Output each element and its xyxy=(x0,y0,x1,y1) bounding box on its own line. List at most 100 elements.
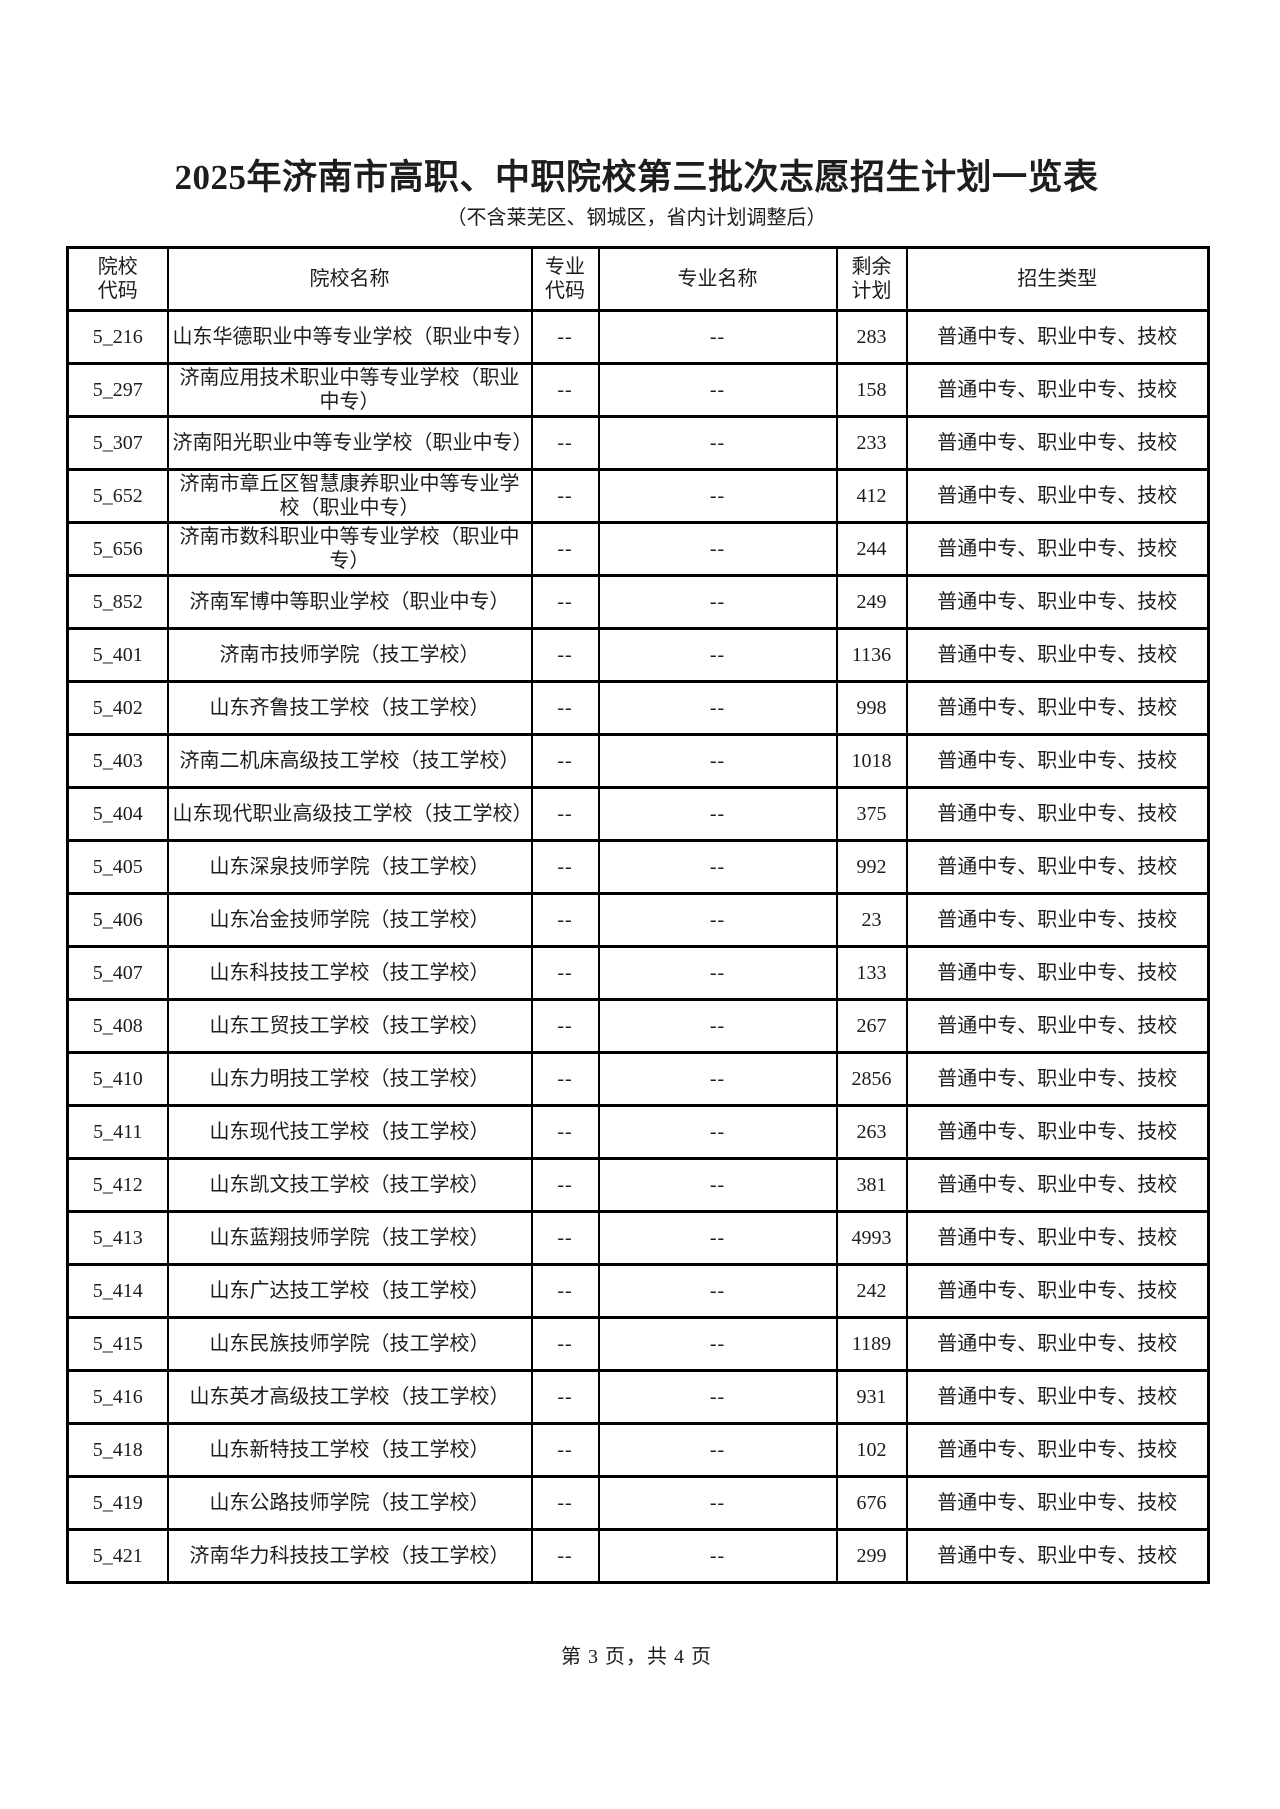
major-name-cell: -- xyxy=(597,733,838,790)
enrollment-type-cell: 普通中专、职业中专、技校 xyxy=(905,1210,1210,1267)
table-row: 5_407 山东科技技工学校（技工学校） -- -- 133 普通中专、职业中专… xyxy=(66,945,1210,1002)
remaining-plan-cell: 998 xyxy=(835,680,908,737)
major-name-cell: -- xyxy=(597,1051,838,1108)
school-code-cell: 5_410 xyxy=(66,1051,169,1108)
major-name-cell: -- xyxy=(597,680,838,737)
major-name-cell: -- xyxy=(597,309,838,366)
school-code-cell: 5_652 xyxy=(66,468,169,525)
school-name-cell: 济南市技师学院（技工学校） xyxy=(166,627,533,684)
table-row: 5_413 山东蓝翔技师学院（技工学校） -- -- 4993 普通中专、职业中… xyxy=(66,1210,1210,1267)
major-code-cell: -- xyxy=(530,839,600,896)
school-code-cell: 5_408 xyxy=(66,998,169,1055)
enrollment-type-cell: 普通中专、职业中专、技校 xyxy=(905,1369,1210,1426)
table-row: 5_406 山东冶金技师学院（技工学校） -- -- 23 普通中专、职业中专、… xyxy=(66,892,1210,949)
school-name-cell: 山东公路技师学院（技工学校） xyxy=(166,1475,533,1532)
remaining-plan-cell: 299 xyxy=(835,1528,908,1585)
header-row: 院校 代码 院校名称 专业 代码 专业名称 剩余 计划 招生类型 xyxy=(66,246,1210,313)
enrollment-type-cell: 普通中专、职业中专、技校 xyxy=(905,892,1210,949)
school-name-cell: 济南市数科职业中等专业学校（职业中专） xyxy=(166,521,533,578)
major-code-cell: -- xyxy=(530,733,600,790)
enrollment-type-cell: 普通中专、职业中专、技校 xyxy=(905,1104,1210,1161)
remaining-plan-cell: 158 xyxy=(835,362,908,419)
major-code-cell: -- xyxy=(530,786,600,843)
school-code-cell: 5_402 xyxy=(66,680,169,737)
school-code-cell: 5_401 xyxy=(66,627,169,684)
major-name-cell: -- xyxy=(597,1104,838,1161)
enrollment-type-cell: 普通中专、职业中专、技校 xyxy=(905,574,1210,631)
enrollment-type-cell: 普通中专、职业中专、技校 xyxy=(905,680,1210,737)
school-code-cell: 5_414 xyxy=(66,1263,169,1320)
header-remaining-plan: 剩余 计划 xyxy=(835,246,908,313)
remaining-plan-cell: 676 xyxy=(835,1475,908,1532)
major-name-cell: -- xyxy=(597,786,838,843)
table-row: 5_656 济南市数科职业中等专业学校（职业中专） -- -- 244 普通中专… xyxy=(66,521,1210,578)
remaining-plan-cell: 992 xyxy=(835,839,908,896)
table-body: 5_216 山东华德职业中等专业学校（职业中专） -- -- 283 普通中专、… xyxy=(66,309,1210,1585)
header-major-name: 专业名称 xyxy=(597,246,838,313)
remaining-plan-cell: 233 xyxy=(835,415,908,472)
school-code-cell: 5_405 xyxy=(66,839,169,896)
school-code-cell: 5_407 xyxy=(66,945,169,1002)
enrollment-type-cell: 普通中专、职业中专、技校 xyxy=(905,1051,1210,1108)
enrollment-type-cell: 普通中专、职业中专、技校 xyxy=(905,945,1210,1002)
enrollment-type-cell: 普通中专、职业中专、技校 xyxy=(905,415,1210,472)
school-name-cell: 济南军博中等职业学校（职业中专） xyxy=(166,574,533,631)
remaining-plan-cell: 242 xyxy=(835,1263,908,1320)
major-code-cell: -- xyxy=(530,309,600,366)
major-code-cell: -- xyxy=(530,945,600,1002)
school-name-cell: 山东科技技工学校（技工学校） xyxy=(166,945,533,1002)
school-name-cell: 山东现代技工学校（技工学校） xyxy=(166,1104,533,1161)
major-name-cell: -- xyxy=(597,574,838,631)
table-row: 5_419 山东公路技师学院（技工学校） -- -- 676 普通中专、职业中专… xyxy=(66,1475,1210,1532)
school-code-cell: 5_412 xyxy=(66,1157,169,1214)
table-row: 5_297 济南应用技术职业中等专业学校（职业中专） -- -- 158 普通中… xyxy=(66,362,1210,419)
school-code-cell: 5_656 xyxy=(66,521,169,578)
table-header: 院校 代码 院校名称 专业 代码 专业名称 剩余 计划 招生类型 xyxy=(66,246,1210,313)
major-code-cell: -- xyxy=(530,680,600,737)
table-row: 5_412 山东凯文技工学校（技工学校） -- -- 381 普通中专、职业中专… xyxy=(66,1157,1210,1214)
major-name-cell: -- xyxy=(597,1316,838,1373)
major-code-cell: -- xyxy=(530,1316,600,1373)
remaining-plan-cell: 931 xyxy=(835,1369,908,1426)
table-row: 5_408 山东工贸技工学校（技工学校） -- -- 267 普通中专、职业中专… xyxy=(66,998,1210,1055)
remaining-plan-cell: 1018 xyxy=(835,733,908,790)
page-title: 2025年济南市高职、中职院校第三批次志愿招生计划一览表 xyxy=(174,158,1099,197)
enrollment-type-cell: 普通中专、职业中专、技校 xyxy=(905,521,1210,578)
enrollment-type-cell: 普通中专、职业中专、技校 xyxy=(905,1422,1210,1479)
table-row: 5_415 山东民族技师学院（技工学校） -- -- 1189 普通中专、职业中… xyxy=(66,1316,1210,1373)
school-code-cell: 5_297 xyxy=(66,362,169,419)
school-name-cell: 山东深泉技师学院（技工学校） xyxy=(166,839,533,896)
major-code-cell: -- xyxy=(530,892,600,949)
major-code-cell: -- xyxy=(530,415,600,472)
major-code-cell: -- xyxy=(530,1210,600,1267)
major-code-cell: -- xyxy=(530,521,600,578)
major-name-cell: -- xyxy=(597,415,838,472)
remaining-plan-cell: 249 xyxy=(835,574,908,631)
enrollment-type-cell: 普通中专、职业中专、技校 xyxy=(905,1475,1210,1532)
remaining-plan-cell: 1189 xyxy=(835,1316,908,1373)
school-name-cell: 山东广达技工学校（技工学校） xyxy=(166,1263,533,1320)
remaining-plan-cell: 375 xyxy=(835,786,908,843)
major-name-cell: -- xyxy=(597,945,838,1002)
major-code-cell: -- xyxy=(530,1369,600,1426)
school-name-cell: 山东凯文技工学校（技工学校） xyxy=(166,1157,533,1214)
table-row: 5_852 济南军博中等职业学校（职业中专） -- -- 249 普通中专、职业… xyxy=(66,574,1210,631)
table-row: 5_416 山东英才高级技工学校（技工学校） -- -- 931 普通中专、职业… xyxy=(66,1369,1210,1426)
school-code-cell: 5_415 xyxy=(66,1316,169,1373)
remaining-plan-cell: 244 xyxy=(835,521,908,578)
major-name-cell: -- xyxy=(597,627,838,684)
enrollment-type-cell: 普通中专、职业中专、技校 xyxy=(905,1528,1210,1585)
document-sheet: 2025年济南市高职、中职院校第三批次志愿招生计划一览表 （不含莱芜区、钢城区，… xyxy=(66,0,1210,1669)
header-major-code: 专业 代码 xyxy=(530,246,600,313)
page-footer: 第 3 页，共 4 页 xyxy=(561,1646,712,1669)
major-name-cell: -- xyxy=(597,1210,838,1267)
remaining-plan-cell: 23 xyxy=(835,892,908,949)
major-name-cell: -- xyxy=(597,839,838,896)
school-code-cell: 5_406 xyxy=(66,892,169,949)
school-name-cell: 山东新特技工学校（技工学校） xyxy=(166,1422,533,1479)
major-code-cell: -- xyxy=(530,1051,600,1108)
major-code-cell: -- xyxy=(530,362,600,419)
school-code-cell: 5_419 xyxy=(66,1475,169,1532)
header-school-code: 院校 代码 xyxy=(66,246,169,313)
school-name-cell: 山东华德职业中等专业学校（职业中专） xyxy=(166,309,533,366)
